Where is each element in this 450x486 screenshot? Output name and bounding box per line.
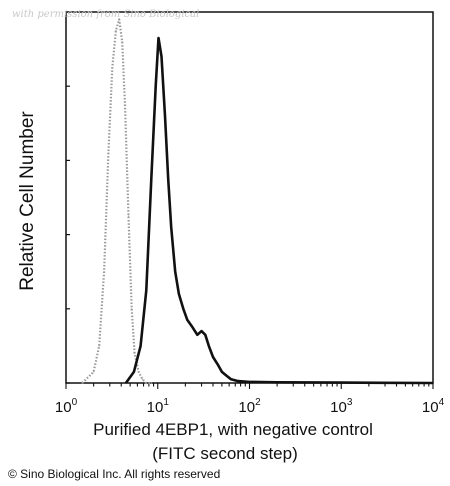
- series-1-point-27: [276, 381, 278, 383]
- x-tick-label-base: 10: [330, 399, 347, 416]
- series-layer: [81, 18, 434, 385]
- series-0-point-12: [134, 352, 136, 354]
- series-1-point-11: [174, 271, 176, 273]
- series-line-1: [124, 36, 434, 385]
- series-0-point-15: [145, 382, 147, 384]
- x-tick-label-exponent: 4: [439, 397, 445, 408]
- series-line-0: [81, 18, 152, 385]
- series-1-point-13: [182, 308, 184, 310]
- x-tick-label-2: 102: [238, 397, 261, 416]
- series-0-point-4: [107, 152, 109, 154]
- series-1-point-10: [170, 226, 172, 228]
- axis-ticks: [65, 11, 434, 389]
- watermark: with permission from Sino Biological: [12, 9, 200, 20]
- series-1-point-4: [150, 178, 152, 180]
- series-1-point-22: [221, 371, 223, 373]
- x-tick-label-1: 101: [147, 397, 170, 416]
- x-tick-label-4: 104: [422, 397, 445, 416]
- series-0-point-6: [115, 30, 117, 32]
- x-tick-labels: 100 101 102 103 104: [55, 397, 445, 416]
- series-1-point-29: [432, 382, 434, 384]
- series-0-point-2: [98, 345, 100, 347]
- x-tick-label-3: 103: [330, 397, 353, 416]
- series-0-point-9: [124, 104, 126, 106]
- series-1-point-14: [186, 319, 188, 321]
- series-1-point-16: [196, 334, 198, 336]
- series-1-point-26: [248, 381, 251, 383]
- series-1-point-19: [208, 345, 210, 347]
- series-1-point-17: [200, 330, 203, 332]
- plot-frame: [65, 11, 434, 384]
- series-1-point-21: [217, 363, 219, 365]
- series-1-point-3: [145, 289, 147, 291]
- series-0-point-10: [127, 215, 130, 217]
- series-1-point-23: [225, 375, 227, 377]
- x-axis-label-line1: Purified 4EBP1, with negative control: [93, 420, 373, 439]
- series-1-point-18: [204, 334, 206, 336]
- series-1-point-6: [157, 37, 160, 39]
- series-0-point-8: [121, 41, 123, 43]
- series-0-point-7: [118, 18, 120, 20]
- series-1-point-2: [140, 345, 142, 347]
- series-1-point-5: [155, 85, 157, 87]
- x-tick-label-base: 10: [238, 399, 255, 416]
- y-axis-label: Relative Cell Number: [17, 111, 38, 291]
- series-1-point-28: [340, 382, 342, 384]
- x-tick-label-exponent: 3: [347, 397, 353, 408]
- series-0-point-16: [150, 382, 152, 384]
- x-tick-label-exponent: 1: [163, 397, 169, 408]
- x-tick-label-base: 10: [147, 399, 164, 416]
- series-0-point-3: [103, 271, 105, 273]
- x-tick-label-base: 10: [55, 399, 72, 416]
- x-axis-label-line2: (FITC second step): [152, 444, 298, 463]
- series-1-point-0: [125, 382, 127, 384]
- x-tick-label-exponent: 0: [72, 397, 78, 408]
- x-tick-label-base: 10: [422, 399, 439, 416]
- series-1-point-12: [178, 293, 180, 295]
- series-1-point-8: [164, 115, 166, 117]
- x-tick-label-exponent: 2: [255, 397, 261, 408]
- x-tick-label-0: 100: [55, 397, 78, 416]
- series-1-point-1: [133, 371, 135, 373]
- series-0-point-13: [138, 371, 140, 373]
- series-0-point-1: [93, 371, 95, 373]
- series-1-point-9: [167, 178, 169, 180]
- series-0-point-0: [81, 382, 83, 384]
- series-1-point-24: [230, 378, 232, 380]
- series-1-point-20: [212, 356, 214, 358]
- copyright-notice: © Sino Biological Inc. All rights reserv…: [8, 467, 221, 481]
- series-0-point-11: [131, 308, 133, 310]
- series-0-point-5: [111, 67, 113, 69]
- series-1-point-15: [192, 326, 194, 328]
- series-1-point-25: [237, 380, 239, 382]
- series-0-point-14: [141, 378, 143, 380]
- series-1-point-7: [160, 55, 163, 58]
